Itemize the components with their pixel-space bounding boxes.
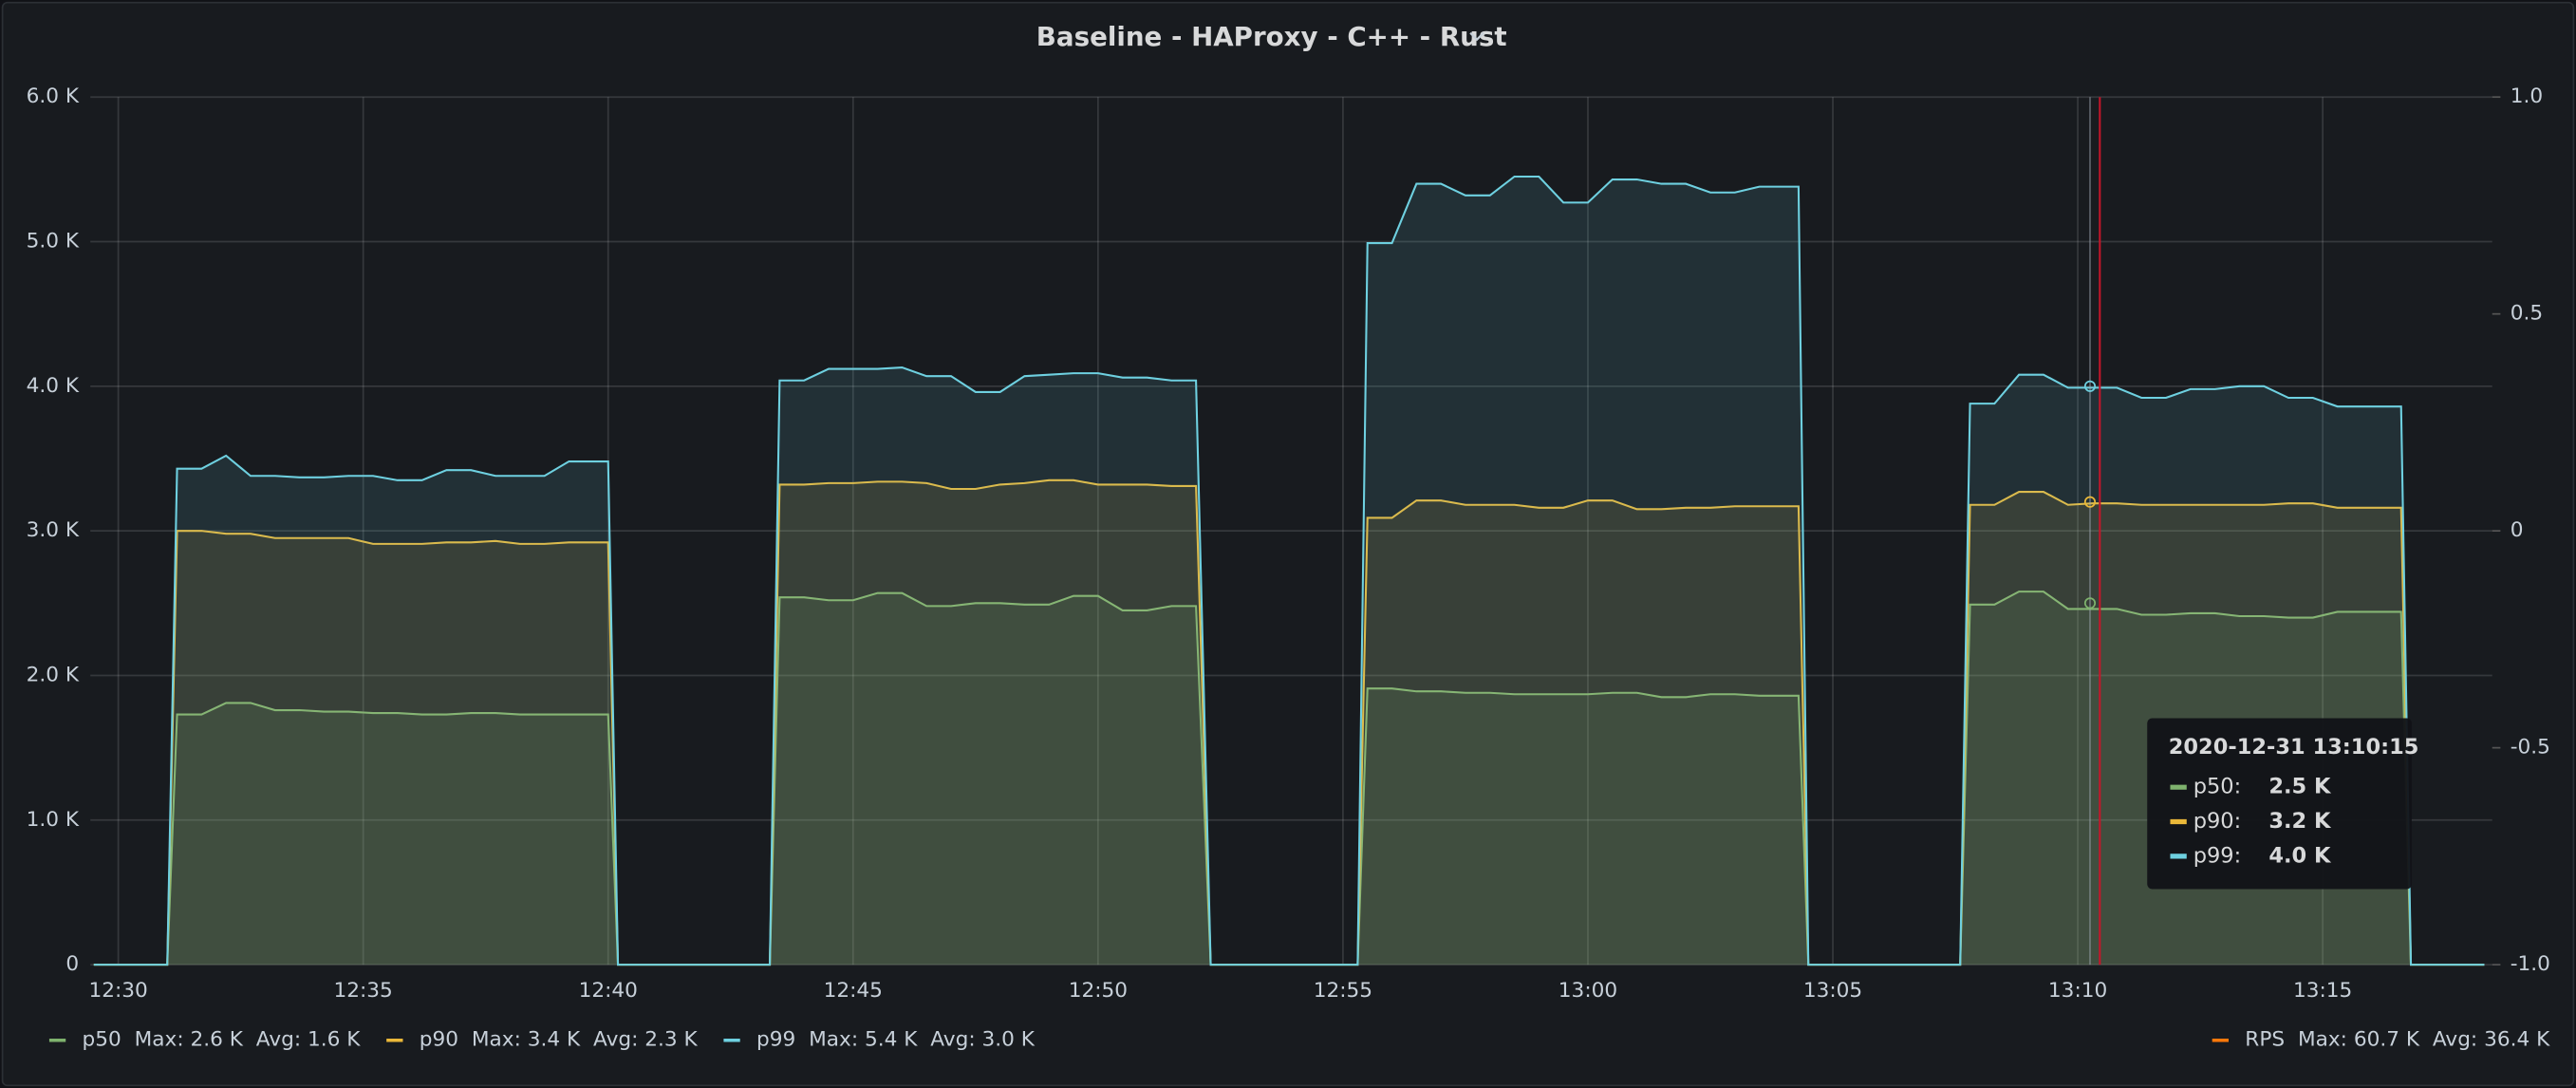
x-tick-label: 12:40 — [579, 979, 638, 1003]
y-tick-label: 5.0 K — [27, 230, 80, 253]
hover-point — [2083, 380, 2097, 392]
legend-max: Max: 5.4 K — [809, 1028, 918, 1052]
y-tick-label: 0 — [65, 952, 79, 976]
legend-item[interactable]: p99 Max: 5.4 K Avg: 3.0 K — [723, 1028, 1036, 1052]
hover-point — [2083, 496, 2097, 508]
x-tick-label: 13:15 — [2293, 979, 2352, 1003]
legend-item[interactable]: RPS Max: 60.7 K Avg: 36.4 K — [2212, 1028, 2550, 1052]
x-tick-label: 12:35 — [334, 979, 393, 1003]
tooltip-box — [2147, 718, 2412, 890]
legend-avg: Avg: 36.4 K — [2433, 1028, 2550, 1052]
tooltip-value: 4.0 K — [2268, 843, 2332, 868]
legend-avg: Avg: 2.3 K — [593, 1028, 698, 1052]
y2-tick-label: 0 — [2511, 518, 2524, 542]
tooltip-value: 3.2 K — [2268, 809, 2332, 834]
legend-item[interactable]: p50 Max: 2.6 K Avg: 1.6 K — [48, 1028, 361, 1052]
x-tick-label: 12:45 — [824, 979, 883, 1003]
y-tick-label: 1.0 K — [27, 808, 80, 832]
legend-item[interactable]: p90 Max: 3.4 K Avg: 2.3 K — [386, 1028, 699, 1052]
tooltip-name: p99: — [2193, 843, 2242, 868]
y-tick-label: 2.0 K — [27, 663, 80, 686]
y-tick-label: 6.0 K — [27, 84, 80, 108]
legend-max: Max: 3.4 K — [472, 1028, 581, 1052]
legend-avg: Avg: 1.6 K — [256, 1028, 361, 1052]
legend-max: Max: 2.6 K — [135, 1028, 244, 1052]
tooltip-time: 2020-12-31 13:10:15 — [2169, 735, 2419, 760]
x-tick-label: 13:00 — [1559, 979, 1617, 1003]
x-tick-label: 12:55 — [1314, 979, 1372, 1003]
area-fill — [93, 591, 2485, 966]
y2-tick-label: -0.5 — [2511, 736, 2550, 760]
legend-name: p90 — [420, 1028, 458, 1052]
legend-name: p99 — [756, 1028, 795, 1052]
legend-name: p50 — [83, 1028, 121, 1052]
tooltip-value: 2.5 K — [2268, 775, 2332, 799]
title-chevron[interactable] — [1469, 31, 1484, 42]
y-tick-label: 4.0 K — [27, 374, 80, 398]
x-tick-label: 12:30 — [88, 979, 147, 1003]
tooltip-name: p50: — [2193, 775, 2242, 799]
hover-point — [2083, 597, 2097, 610]
y2-tick-label: 1.0 — [2511, 84, 2543, 108]
x-tick-label: 12:50 — [1069, 979, 1128, 1003]
area-fill — [93, 479, 2485, 966]
legend-name: RPS — [2245, 1028, 2285, 1052]
y-tick-label: 3.0 K — [27, 518, 80, 542]
legend-avg: Avg: 3.0 K — [930, 1028, 1035, 1052]
legend-max: Max: 60.7 K — [2298, 1028, 2420, 1052]
panel-title[interactable]: Baseline - HAProxy - C++ - Rust — [1036, 21, 1507, 52]
tooltip-name: p90: — [2193, 809, 2242, 834]
x-tick-label: 13:10 — [2048, 979, 2107, 1003]
x-tick-label: 13:05 — [1803, 979, 1862, 1003]
y2-tick-label: -1.0 — [2511, 952, 2550, 976]
y2-tick-label: 0.5 — [2511, 302, 2543, 326]
